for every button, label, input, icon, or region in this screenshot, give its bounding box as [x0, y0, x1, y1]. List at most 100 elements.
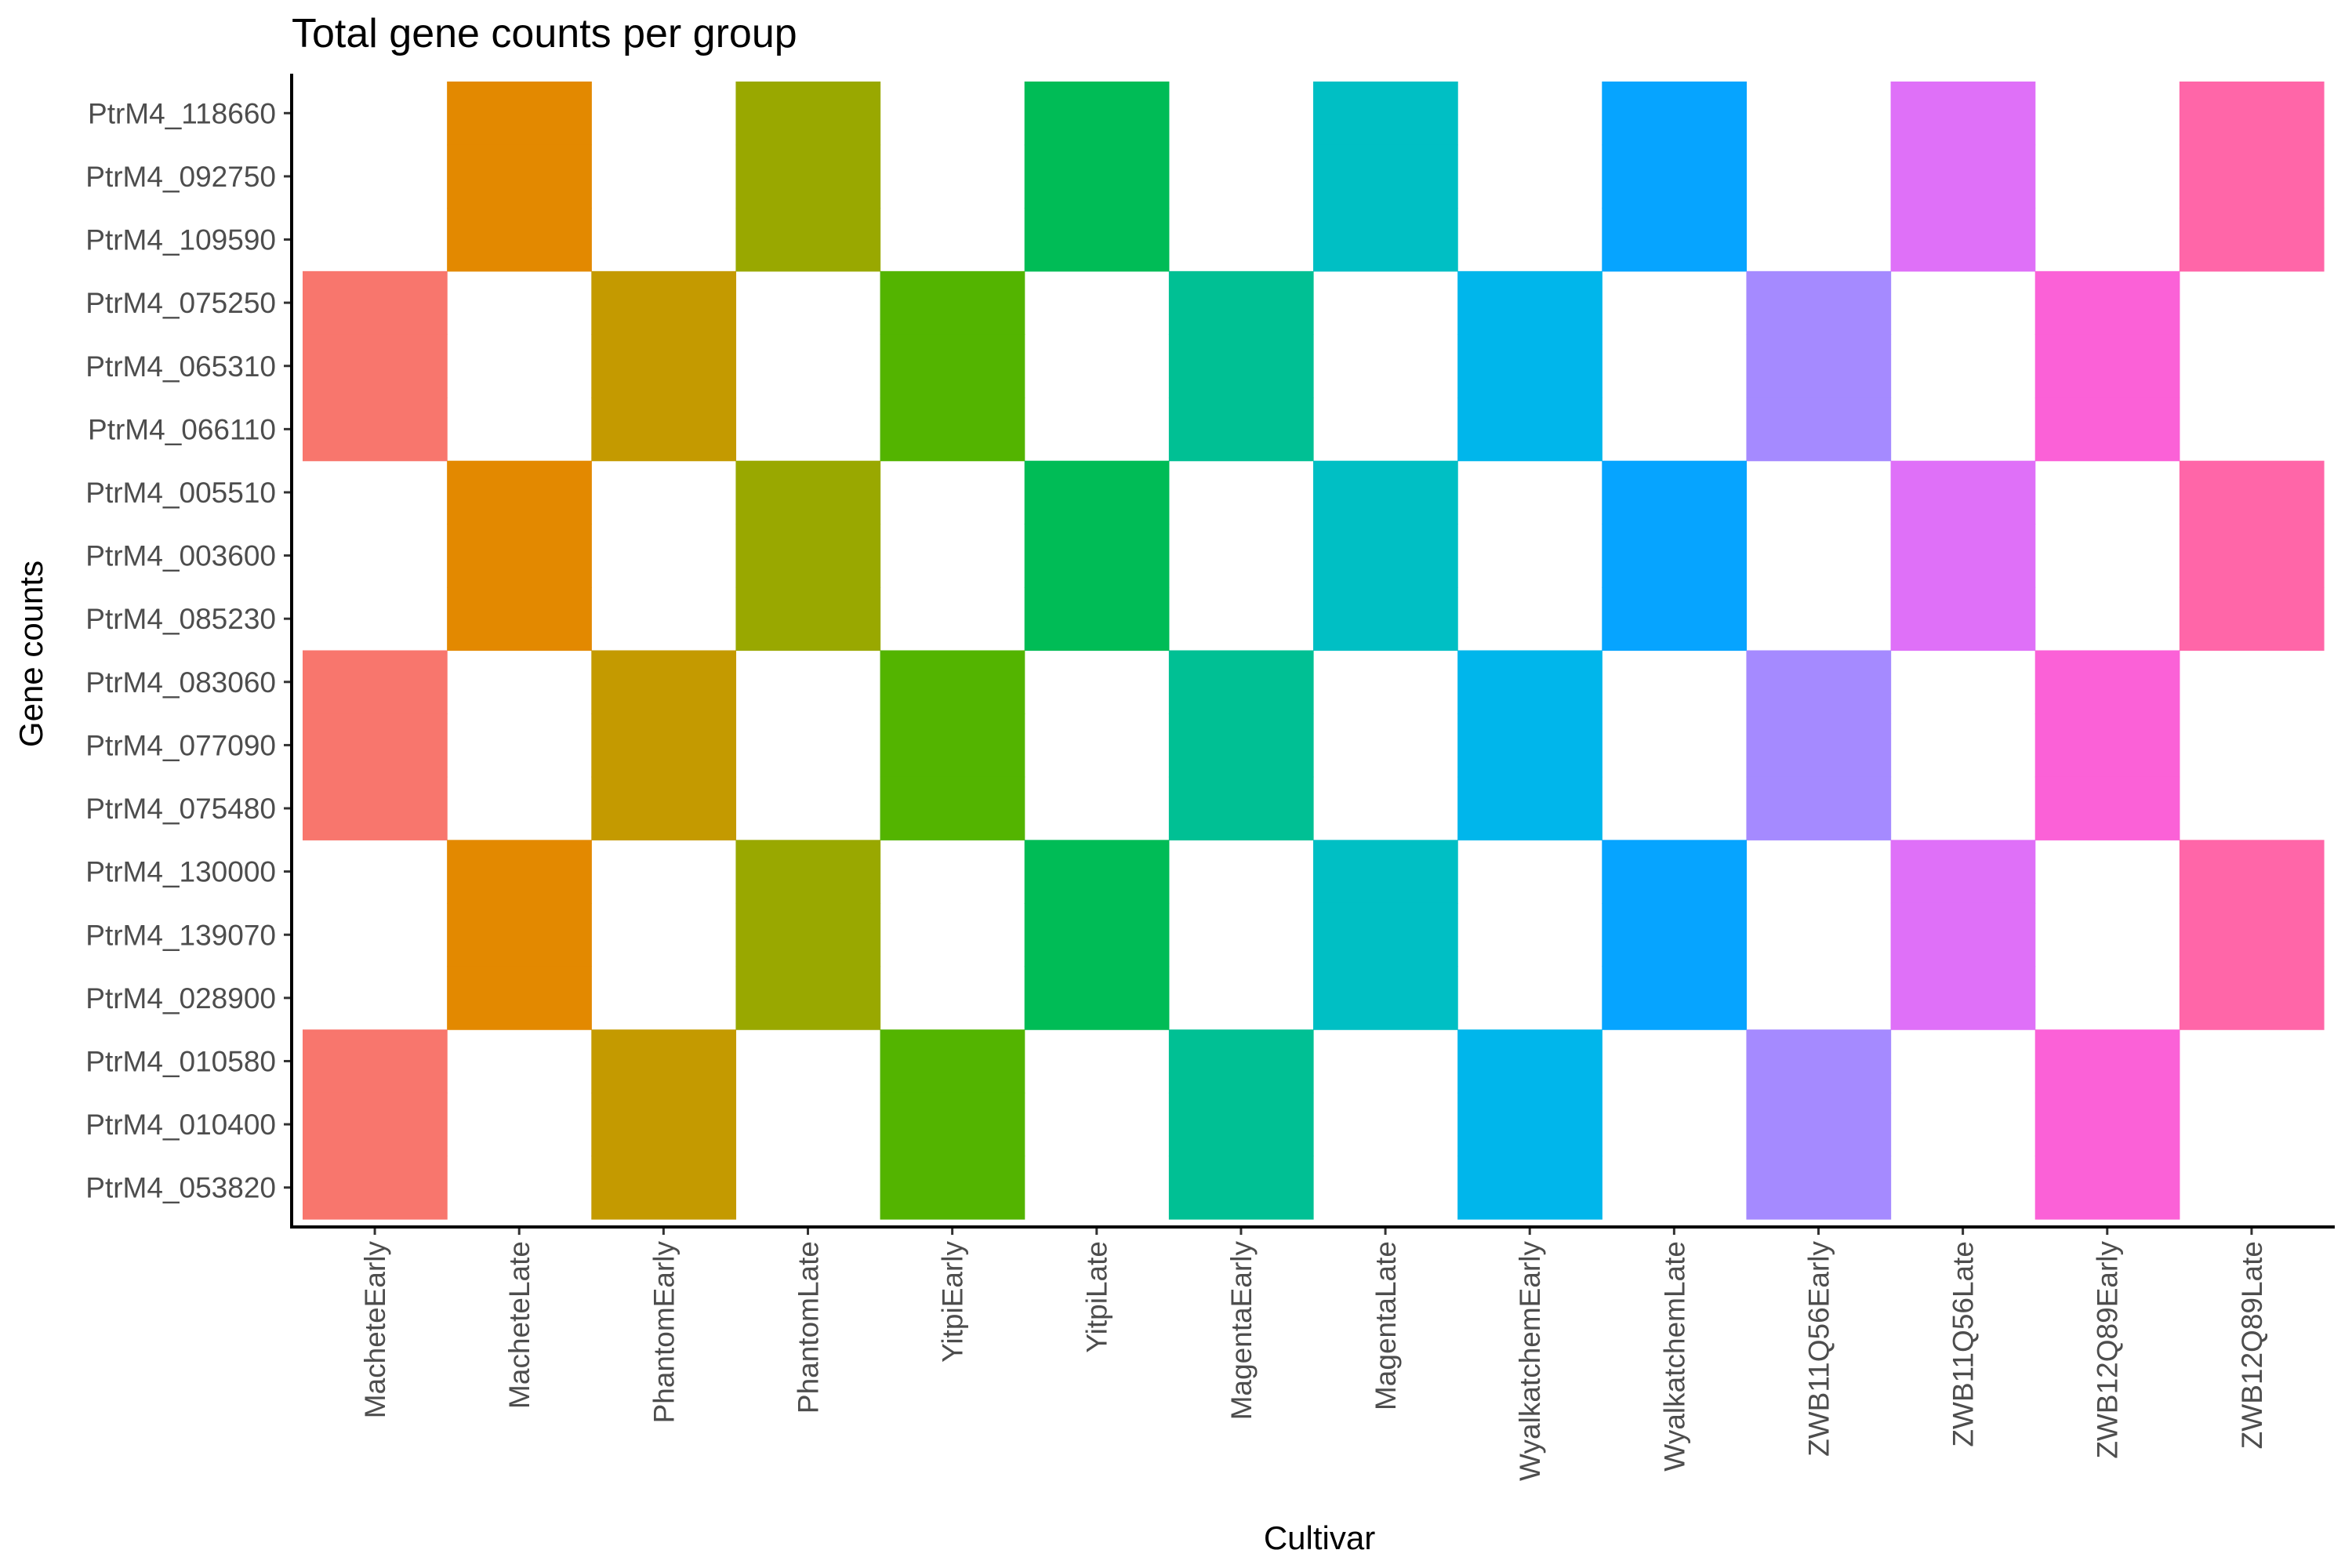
x-tick-label: PhantomEarly: [648, 1241, 680, 1424]
heatmap-cell-PtrM4_139070-MagentaLate: [1313, 902, 1458, 967]
heatmap-cell-PtrM4_130000-WyalkatchemLate: [1602, 840, 1748, 904]
y-tick-label: PtrM4_130000: [85, 856, 276, 888]
heatmap-cell-PtrM4_003600-WyalkatchemLate: [1602, 524, 1748, 588]
heatmap-cell-PtrM4_118660-MagentaLate: [1313, 82, 1458, 146]
heatmap-cell-PtrM4_003600-ZWB12Q89Late: [2179, 524, 2325, 588]
x-tick-label: MagentaEarly: [1225, 1241, 1258, 1421]
heatmap-cell-PtrM4_053820-MagentaEarly: [1168, 1156, 1314, 1220]
heatmap-cell-PtrM4_075250-MacheteEarly: [303, 270, 448, 336]
heatmap-cell-PtrM4_066110-WyalkatchemEarly: [1457, 397, 1602, 462]
heatmap-cell-PtrM4_083060-WyalkatchemEarly: [1457, 650, 1602, 714]
heatmap-cell-PtrM4_065310-ZWB12Q89Early: [2034, 334, 2180, 398]
heatmap-cell-PtrM4_010400-YitpiEarly: [880, 1092, 1025, 1156]
heatmap-cell-PtrM4_053820-WyalkatchemEarly: [1457, 1156, 1602, 1220]
heatmap-cell-PtrM4_003600-MacheteLate: [447, 524, 592, 588]
x-axis-ticks: MacheteEarly MacheteLate PhantomEarly Phant…: [359, 1227, 2268, 1481]
heatmap-cell-PtrM4_085230-ZWB12Q89Late: [2179, 586, 2325, 652]
x-tick-label: MacheteLate: [503, 1241, 535, 1409]
y-tick-label: PtrM4_092750: [85, 161, 276, 193]
heatmap-cell-PtrM4_109590-ZWB12Q89Late: [2179, 208, 2325, 272]
heatmap-cell-PtrM4_092750-ZWB11Q56Late: [1890, 144, 2036, 209]
heatmap-cell-PtrM4_083060-MacheteEarly: [303, 650, 448, 714]
x-tick-label: ZWB11Q56Early: [1802, 1241, 1835, 1457]
heatmap-cell-PtrM4_118660-WyalkatchemLate: [1602, 82, 1748, 146]
y-tick-label: PtrM4_066110: [88, 413, 276, 445]
y-axis-title: Gene counts: [13, 561, 49, 747]
heatmap-cell-PtrM4_139070-PhantomLate: [735, 902, 881, 967]
heatmap-cell-PtrM4_065310-ZWB11Q56Early: [1746, 334, 1892, 398]
heatmap-cell-PtrM4_010580-ZWB12Q89Early: [2034, 1029, 2180, 1094]
heatmap-cell-PtrM4_065310-WyalkatchemEarly: [1457, 334, 1602, 398]
heatmap-cell-PtrM4_092750-YitpiLate: [1024, 144, 1170, 209]
heatmap-cell-PtrM4_075480-MagentaEarly: [1168, 776, 1314, 840]
heatmap-cell-PtrM4_077090-ZWB11Q56Early: [1746, 713, 1892, 778]
heatmap-cell-PtrM4_077090-ZWB12Q89Early: [2034, 713, 2180, 778]
heatmap-cell-PtrM4_077090-MagentaEarly: [1168, 713, 1314, 778]
y-tick-label: PtrM4_053820: [85, 1172, 276, 1204]
heatmap-cell-PtrM4_005510-MagentaLate: [1313, 460, 1458, 524]
heatmap-cell-PtrM4_003600-MagentaLate: [1313, 524, 1458, 588]
x-tick-label: ZWB12Q89Early: [2092, 1241, 2124, 1459]
heatmap-cell-PtrM4_065310-YitpiEarly: [880, 334, 1025, 398]
y-tick-label: PtrM4_118660: [88, 97, 276, 129]
heatmap-cell-PtrM4_053820-PhantomEarly: [591, 1156, 737, 1220]
heatmap-cell-PtrM4_092750-PhantomLate: [735, 144, 881, 209]
y-tick-label: PtrM4_075250: [85, 287, 276, 319]
heatmap-cell-PtrM4_109590-WyalkatchemLate: [1602, 208, 1748, 272]
heatmap-cell-PtrM4_092750-WyalkatchemLate: [1602, 144, 1748, 209]
heatmap-cell-PtrM4_010400-PhantomEarly: [591, 1092, 737, 1156]
heatmap-cell-PtrM4_077090-YitpiEarly: [880, 713, 1025, 778]
heatmap-cell-PtrM4_010400-MagentaEarly: [1168, 1092, 1314, 1156]
x-tick-label: YitpiLate: [1081, 1241, 1113, 1353]
y-tick-label: PtrM4_005510: [85, 477, 276, 509]
heatmap-cell-PtrM4_092750-ZWB12Q89Late: [2179, 144, 2325, 209]
heatmap-cell-PtrM4_085230-MagentaLate: [1313, 586, 1458, 652]
heatmap-cell-PtrM4_065310-PhantomEarly: [591, 334, 737, 398]
y-tick-label: PtrM4_075480: [85, 793, 276, 825]
heatmap-cell-PtrM4_139070-MacheteLate: [447, 902, 592, 967]
x-tick-label: YitpiEarly: [937, 1241, 969, 1363]
heatmap-cell-PtrM4_005510-ZWB11Q56Late: [1890, 460, 2036, 524]
heatmap-cell-PtrM4_075480-ZWB11Q56Early: [1746, 776, 1892, 840]
heatmap-cell-PtrM4_130000-MacheteLate: [447, 840, 592, 904]
x-tick-label: ZWB12Q89Late: [2236, 1241, 2268, 1449]
heatmap-cell-PtrM4_139070-ZWB11Q56Late: [1890, 902, 2036, 967]
y-tick-label: PtrM4_065310: [85, 350, 276, 383]
heatmap-cell-PtrM4_118660-MacheteLate: [447, 82, 592, 146]
heatmap-cell-PtrM4_010580-ZWB11Q56Early: [1746, 1029, 1892, 1094]
heatmap-cell-PtrM4_053820-MacheteEarly: [303, 1156, 448, 1220]
y-tick-label: PtrM4_085230: [85, 603, 276, 635]
heatmap-cell-PtrM4_028900-MacheteLate: [447, 966, 592, 1030]
heatmap-cell-PtrM4_109590-ZWB11Q56Late: [1890, 208, 2036, 272]
heatmap-cell-PtrM4_003600-ZWB11Q56Late: [1890, 524, 2036, 588]
heatmap-cell-PtrM4_109590-MagentaLate: [1313, 208, 1458, 272]
heatmap-cell-PtrM4_053820-ZWB11Q56Early: [1746, 1156, 1892, 1220]
heatmap-cell-PtrM4_028900-ZWB11Q56Late: [1890, 966, 2036, 1030]
heatmap-cell-PtrM4_130000-ZWB12Q89Late: [2179, 840, 2325, 904]
heatmap-cell-PtrM4_083060-PhantomEarly: [591, 650, 737, 714]
x-tick-label: MacheteEarly: [359, 1241, 391, 1419]
heatmap-cell-PtrM4_083060-YitpiEarly: [880, 650, 1025, 714]
heatmap-cells: [303, 82, 2325, 1220]
heatmap-cell-PtrM4_085230-YitpiLate: [1024, 586, 1170, 652]
y-tick-label: PtrM4_109590: [85, 224, 276, 256]
heatmap-cell-PtrM4_005510-ZWB12Q89Late: [2179, 460, 2325, 524]
y-tick-label: PtrM4_139070: [85, 919, 276, 951]
heatmap-cell-PtrM4_118660-YitpiLate: [1024, 82, 1170, 146]
heatmap-cell-PtrM4_085230-ZWB11Q56Late: [1890, 586, 2036, 652]
heatmap-cell-PtrM4_028900-WyalkatchemLate: [1602, 966, 1748, 1030]
heatmap-cell-PtrM4_005510-MacheteLate: [447, 460, 592, 524]
heatmap-cell-PtrM4_075480-ZWB12Q89Early: [2034, 776, 2180, 840]
heatmap-cell-PtrM4_075250-ZWB12Q89Early: [2034, 270, 2180, 336]
heatmap-cell-PtrM4_003600-PhantomLate: [735, 524, 881, 588]
heatmap-cell-PtrM4_005510-PhantomLate: [735, 460, 881, 524]
heatmap-cell-PtrM4_085230-PhantomLate: [735, 586, 881, 652]
x-axis-title: Cultivar: [1264, 1519, 1375, 1556]
heatmap-cell-PtrM4_075480-WyalkatchemEarly: [1457, 776, 1602, 840]
heatmap-cell-PtrM4_010580-MacheteEarly: [303, 1029, 448, 1094]
heatmap-cell-PtrM4_066110-PhantomEarly: [591, 397, 737, 462]
x-tick-label: WyalkatchemLate: [1658, 1241, 1690, 1472]
heatmap-cell-PtrM4_085230-MacheteLate: [447, 586, 592, 652]
heatmap-cell-PtrM4_092750-MacheteLate: [447, 144, 592, 209]
